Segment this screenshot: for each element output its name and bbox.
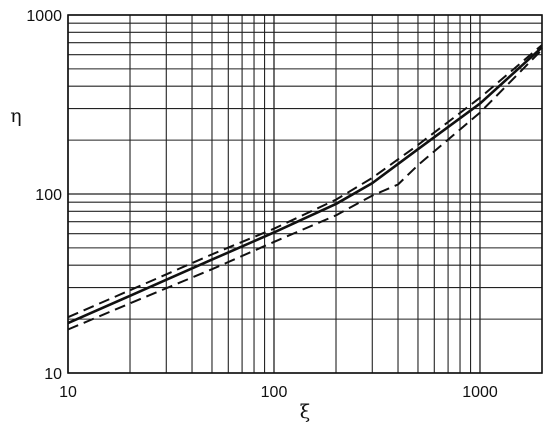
x-tick-label-100: 100 <box>261 384 288 401</box>
plot-frame <box>67 14 543 374</box>
x-axis-label: ξ <box>300 401 310 423</box>
x-tick-label-10: 10 <box>59 384 77 401</box>
x-tick-label-1000: 1000 <box>462 384 498 401</box>
y-tick-label-1000: 1000 <box>26 8 62 25</box>
x-tick-labels: 10 100 1000 <box>59 384 498 401</box>
y-axis-label: η <box>10 105 21 127</box>
dashed-curve-2 <box>67 44 543 319</box>
dashed-curve-3 <box>67 48 543 331</box>
y-tick-label-100: 100 <box>35 187 62 204</box>
y-tick-label-10: 10 <box>44 366 62 383</box>
solid-curve-1 <box>67 46 543 325</box>
y-tick-labels: 10 100 1000 <box>26 8 62 383</box>
series-layer <box>67 44 543 331</box>
